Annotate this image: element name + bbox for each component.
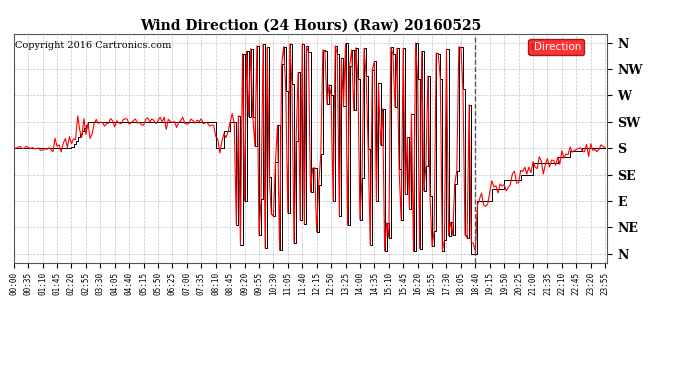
Text: Copyright 2016 Cartronics.com: Copyright 2016 Cartronics.com [15,40,171,50]
Legend: Direction: Direction [529,39,584,55]
Title: Wind Direction (24 Hours) (Raw) 20160525: Wind Direction (24 Hours) (Raw) 20160525 [140,19,481,33]
